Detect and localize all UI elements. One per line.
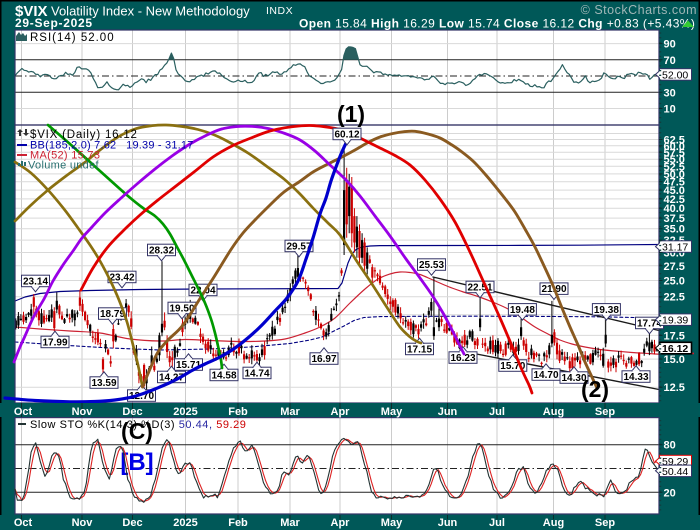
- svg-text:19.39: 19.39: [662, 315, 688, 327]
- svg-text:May: May: [381, 406, 403, 418]
- svg-text:15.0: 15.0: [664, 354, 685, 366]
- svg-text:Jul: Jul: [489, 406, 505, 418]
- svg-text:17.99: 17.99: [42, 338, 67, 349]
- svg-text:(1): (1): [337, 101, 365, 127]
- svg-text:14.33: 14.33: [623, 372, 648, 383]
- svg-text:(2): (2): [581, 376, 609, 402]
- svg-text:Nov: Nov: [72, 406, 94, 418]
- svg-text:2025: 2025: [173, 406, 197, 418]
- svg-text:Feb: Feb: [228, 517, 248, 529]
- svg-text:2025: 2025: [173, 517, 197, 529]
- svg-text:19.50: 19.50: [169, 304, 194, 315]
- svg-text:Jun: Jun: [438, 517, 458, 529]
- svg-text:31.17: 31.17: [662, 242, 688, 254]
- svg-text:29-Sep-2025: 29-Sep-2025: [15, 16, 93, 30]
- svg-text:25.0: 25.0: [664, 276, 685, 288]
- svg-text:Sep: Sep: [595, 517, 615, 529]
- svg-text:14.58: 14.58: [211, 371, 236, 382]
- svg-text:27.5: 27.5: [664, 261, 685, 273]
- svg-text:17.5: 17.5: [664, 330, 685, 342]
- svg-text:14.27: 14.27: [159, 373, 184, 384]
- svg-text:22.51: 22.51: [467, 283, 492, 294]
- svg-text:[B]: [B]: [120, 449, 153, 476]
- svg-text:37.5: 37.5: [664, 213, 685, 225]
- svg-text:60.12: 60.12: [334, 130, 359, 141]
- svg-text:28.32: 28.32: [149, 246, 174, 257]
- svg-text:Mar: Mar: [280, 406, 300, 418]
- svg-text:52.5: 52.5: [664, 161, 685, 173]
- svg-text:Apr: Apr: [331, 517, 351, 529]
- svg-text:19.48: 19.48: [510, 305, 535, 316]
- svg-text:Volume undef: Volume undef: [28, 160, 100, 172]
- svg-text:BB(185,2.0) 7.62 19.39 - 31.: BB(185,2.0) 7.62 19.39 - 31.17: [30, 140, 194, 152]
- svg-text:12.70: 12.70: [129, 391, 154, 402]
- svg-text:22.5: 22.5: [664, 292, 685, 304]
- svg-text:16.97: 16.97: [311, 354, 336, 365]
- svg-text:17.74: 17.74: [637, 319, 662, 330]
- svg-text:23.42: 23.42: [109, 273, 134, 284]
- svg-text:15.70: 15.70: [500, 361, 525, 372]
- svg-text:10: 10: [664, 104, 676, 116]
- svg-text:40.0: 40.0: [664, 203, 685, 215]
- svg-text:Aug: Aug: [543, 406, 564, 418]
- svg-text:Oct: Oct: [14, 406, 33, 418]
- svg-text:47.5: 47.5: [664, 177, 685, 189]
- svg-text:52.00: 52.00: [662, 69, 688, 81]
- svg-text:50.44: 50.44: [662, 466, 688, 478]
- svg-text:18.79: 18.79: [100, 309, 125, 320]
- svg-text:70: 70: [664, 55, 676, 67]
- svg-text:Volatility Index - New Methodo: Volatility Index - New Methodology: [51, 4, 250, 19]
- svg-text:Feb: Feb: [228, 406, 248, 418]
- svg-text:45.0: 45.0: [664, 185, 685, 197]
- svg-text:Oct: Oct: [14, 517, 33, 529]
- svg-text:12.5: 12.5: [664, 382, 685, 394]
- svg-text:Sep: Sep: [595, 406, 615, 418]
- svg-text:16.23: 16.23: [450, 353, 475, 364]
- svg-text:35.0: 35.0: [664, 224, 685, 236]
- svg-text:30: 30: [664, 87, 676, 99]
- svg-text:Aug: Aug: [543, 517, 564, 529]
- svg-text:Jul: Jul: [489, 517, 505, 529]
- svg-text:14.30: 14.30: [561, 373, 586, 384]
- svg-text:62.5: 62.5: [664, 135, 685, 147]
- svg-text:17.15: 17.15: [407, 345, 432, 356]
- svg-text:42.5: 42.5: [664, 194, 685, 206]
- svg-text:Dec: Dec: [122, 406, 142, 418]
- svg-text:55.0: 55.0: [664, 154, 685, 166]
- svg-text:57.5: 57.5: [664, 147, 685, 159]
- svg-text:13.59: 13.59: [91, 378, 116, 389]
- svg-text:Dec: Dec: [122, 517, 142, 529]
- svg-text:Slow STO %K(14,3) %D(3) 50.44,: Slow STO %K(14,3) %D(3) 50.44, 59.29: [30, 419, 246, 431]
- svg-text:(C): (C): [121, 418, 153, 444]
- svg-text:14.74: 14.74: [244, 369, 269, 380]
- svg-text:INDX: INDX: [266, 5, 293, 17]
- svg-text:60.0: 60.0: [664, 141, 685, 153]
- svg-text:$VIX: $VIX: [15, 3, 48, 20]
- svg-text:RSI(14) 52.00: RSI(14) 52.00: [30, 32, 115, 44]
- svg-text:© StockCharts.com: © StockCharts.com: [581, 3, 697, 17]
- svg-text:15.71: 15.71: [176, 360, 201, 371]
- svg-text:19.38: 19.38: [594, 305, 619, 316]
- svg-text:23.14: 23.14: [23, 277, 48, 288]
- svg-text:20: 20: [664, 487, 676, 499]
- svg-text:Open 15.84 High 16.29 Low 15.7: Open 15.84 High 16.29 Low 15.74 Close 16…: [299, 17, 695, 31]
- svg-text:14.70: 14.70: [533, 370, 558, 381]
- svg-text:25.53: 25.53: [419, 260, 444, 271]
- svg-text:Mar: Mar: [280, 517, 300, 529]
- svg-text:MA(52) 15.73: MA(52) 15.73: [30, 150, 100, 162]
- svg-text:$VIX (Daily) 16.12: $VIX (Daily) 16.12: [30, 129, 138, 141]
- svg-text:May: May: [381, 517, 403, 529]
- svg-text:Apr: Apr: [331, 406, 351, 418]
- svg-text:Nov: Nov: [72, 517, 94, 529]
- svg-text:80: 80: [664, 440, 676, 452]
- svg-text:16.12: 16.12: [662, 343, 688, 355]
- svg-text:50.0: 50.0: [664, 169, 685, 181]
- svg-text:90: 90: [664, 39, 676, 51]
- svg-text:Jun: Jun: [438, 406, 458, 418]
- svg-text:29.57: 29.57: [286, 242, 311, 253]
